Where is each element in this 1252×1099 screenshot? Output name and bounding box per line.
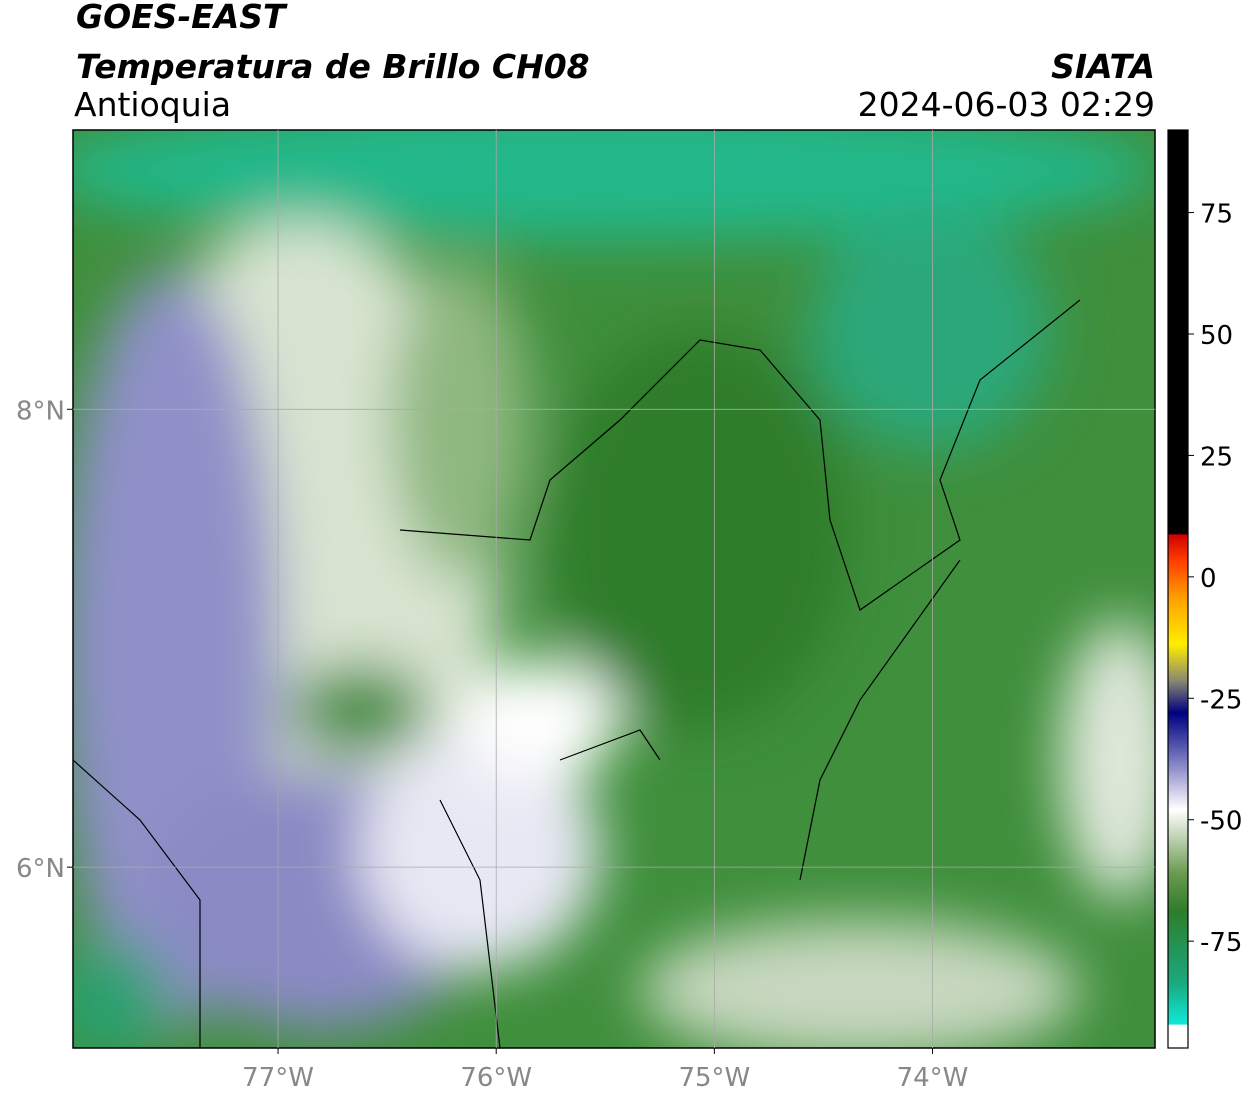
y-tick-label: 8°N: [16, 396, 65, 426]
region: Antioquia: [74, 85, 231, 124]
title: GOES-EAST: [76, 0, 288, 36]
colorbar-tick-label: 50: [1200, 321, 1233, 351]
x-tick-label: 77°W: [242, 1063, 314, 1093]
colorbar-tick-label: 0: [1200, 564, 1217, 594]
subtitle: Temperatura de Brillo CH08: [76, 47, 590, 86]
satellite-image: [73, 130, 1155, 1048]
colorbar-tick-label: 75: [1200, 200, 1233, 230]
colorbar-tick-label: 25: [1200, 442, 1233, 472]
x-tick-label: 76°W: [460, 1063, 532, 1093]
colorbar-tick-label: -75: [1200, 928, 1242, 958]
colorbar-tick-label: -25: [1200, 685, 1242, 715]
y-tick-label: 6°N: [16, 854, 65, 884]
agency: SIATA: [1051, 47, 1155, 86]
datetime: 2024-06-03 02:29: [858, 85, 1155, 124]
colorbar: [1167, 129, 1189, 1049]
x-tick-label: 74°W: [897, 1063, 969, 1093]
x-tick-label: 75°W: [678, 1063, 750, 1093]
colorbar-tick-label: -50: [1200, 807, 1242, 837]
map-frame: [72, 129, 1156, 1049]
